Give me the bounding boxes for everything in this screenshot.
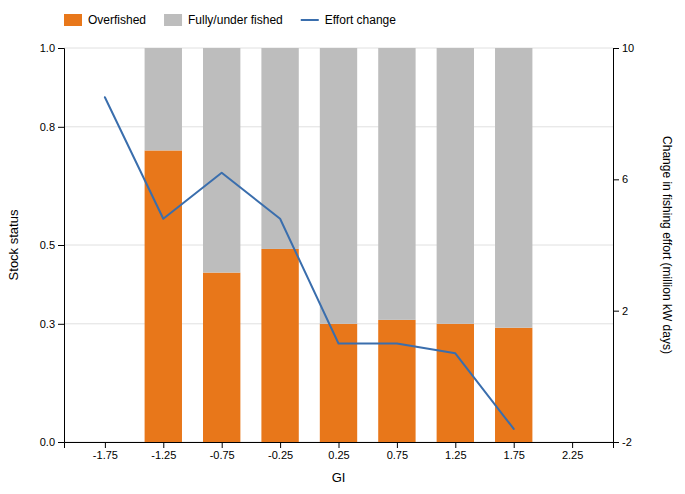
legend-swatch bbox=[64, 14, 82, 26]
tick-label: 0.75 bbox=[387, 449, 408, 461]
tick: 1.25 bbox=[445, 442, 466, 461]
tick: 6 bbox=[613, 173, 628, 185]
legend-item: Overfished bbox=[64, 13, 146, 27]
tick-label: 0.25 bbox=[328, 449, 349, 461]
bar bbox=[378, 320, 415, 442]
bar bbox=[378, 48, 415, 320]
legend-item: Fully/under fished bbox=[164, 13, 283, 27]
legend-swatch bbox=[301, 19, 319, 21]
tick-mark bbox=[613, 311, 619, 312]
tick-mark bbox=[397, 442, 398, 448]
tick-mark bbox=[222, 442, 223, 448]
bar bbox=[495, 48, 532, 328]
bar bbox=[261, 249, 298, 442]
tick: -1.75 bbox=[93, 442, 118, 461]
tick-mark bbox=[280, 442, 281, 448]
tick: 1.75 bbox=[504, 442, 525, 461]
tick: -0.75 bbox=[210, 442, 235, 461]
legend-item: Effort change bbox=[301, 13, 396, 27]
tick-label: -1.75 bbox=[93, 449, 118, 461]
tick-label: 2 bbox=[622, 305, 628, 317]
bar bbox=[145, 48, 182, 150]
tick: 0.25 bbox=[328, 442, 349, 461]
tick-mark bbox=[613, 179, 619, 180]
tick-label: -2 bbox=[622, 436, 632, 448]
plot: -1.75 -1.25 -0.75 -0.25 0.25 0.75 1.25 1.75 2.25… bbox=[40, 42, 635, 461]
marks bbox=[105, 48, 533, 442]
tick-mark bbox=[163, 442, 164, 448]
tick-label: 0.0 bbox=[40, 436, 55, 448]
tick-label: -1.25 bbox=[151, 449, 176, 461]
axis-line bbox=[65, 443, 614, 449]
tick-label: 0.8 bbox=[40, 121, 55, 133]
tick-label: 1.0 bbox=[40, 42, 55, 54]
axis-line bbox=[614, 49, 620, 443]
tick-mark bbox=[58, 442, 64, 443]
bar bbox=[203, 273, 240, 442]
tick-mark bbox=[572, 442, 573, 448]
tick: -0.25 bbox=[268, 442, 293, 461]
tick: 1.0 bbox=[40, 42, 64, 54]
axis-line bbox=[58, 49, 65, 443]
y2-axis-title: Change in fishing effort (million kW day… bbox=[660, 136, 674, 354]
tick-label: 1.25 bbox=[445, 449, 466, 461]
tick-mark bbox=[58, 245, 64, 246]
tick: -2 bbox=[613, 436, 632, 448]
tick-label: 0.3 bbox=[40, 318, 55, 330]
tick-label: 1.75 bbox=[504, 449, 525, 461]
tick-label: 6 bbox=[622, 173, 628, 185]
x-axis-title: GI bbox=[332, 470, 346, 485]
legend-label: Fully/under fished bbox=[188, 13, 283, 27]
tick: -1.25 bbox=[151, 442, 176, 461]
legend-label: Effort change bbox=[325, 13, 396, 27]
line bbox=[105, 97, 514, 429]
tick-label: 2.25 bbox=[562, 449, 583, 461]
tick-mark bbox=[339, 442, 340, 448]
tick: 0.8 bbox=[40, 121, 64, 133]
bar bbox=[495, 328, 532, 442]
y-axis: 0.0 0.3 0.5 0.8 1.0 bbox=[40, 42, 65, 448]
tick-mark bbox=[514, 442, 515, 448]
tick: 0.0 bbox=[40, 436, 64, 448]
y2-axis: -2 2 6 10 bbox=[613, 42, 634, 448]
tick: 0.5 bbox=[40, 239, 64, 251]
tick-label: -0.25 bbox=[268, 449, 293, 461]
tick-mark bbox=[58, 127, 64, 128]
tick: 2.25 bbox=[562, 442, 583, 461]
tick-mark bbox=[58, 48, 64, 49]
y-axis-title: Stock status bbox=[6, 209, 21, 280]
bar bbox=[145, 150, 182, 442]
tick: 10 bbox=[613, 42, 634, 54]
chart: -1.75 -1.25 -0.75 -0.25 0.25 0.75 1.25 1.75 2.25… bbox=[0, 0, 685, 494]
tick-label: 10 bbox=[622, 42, 634, 54]
tick-mark bbox=[58, 324, 64, 325]
tick: 0.3 bbox=[40, 318, 64, 330]
tick-mark bbox=[455, 442, 456, 448]
legend: Overfished Fully/under fished Effort chang… bbox=[64, 13, 396, 27]
legend-label: Overfished bbox=[88, 13, 146, 27]
bar bbox=[203, 48, 240, 273]
tick-label: 0.5 bbox=[40, 239, 55, 251]
tick-label: -0.75 bbox=[210, 449, 235, 461]
bar bbox=[320, 48, 357, 324]
tick: 0.75 bbox=[387, 442, 408, 461]
bar bbox=[437, 48, 474, 324]
tick-mark bbox=[613, 48, 619, 49]
tick-mark bbox=[105, 442, 106, 448]
bar bbox=[437, 324, 474, 442]
grid bbox=[64, 48, 613, 442]
tick: 2 bbox=[613, 305, 628, 317]
legend-swatch bbox=[164, 14, 182, 26]
x-axis: -1.75 -1.25 -0.75 -0.25 0.25 0.75 1.25 1.75 2.25 bbox=[65, 442, 614, 461]
tick-mark bbox=[613, 442, 619, 443]
